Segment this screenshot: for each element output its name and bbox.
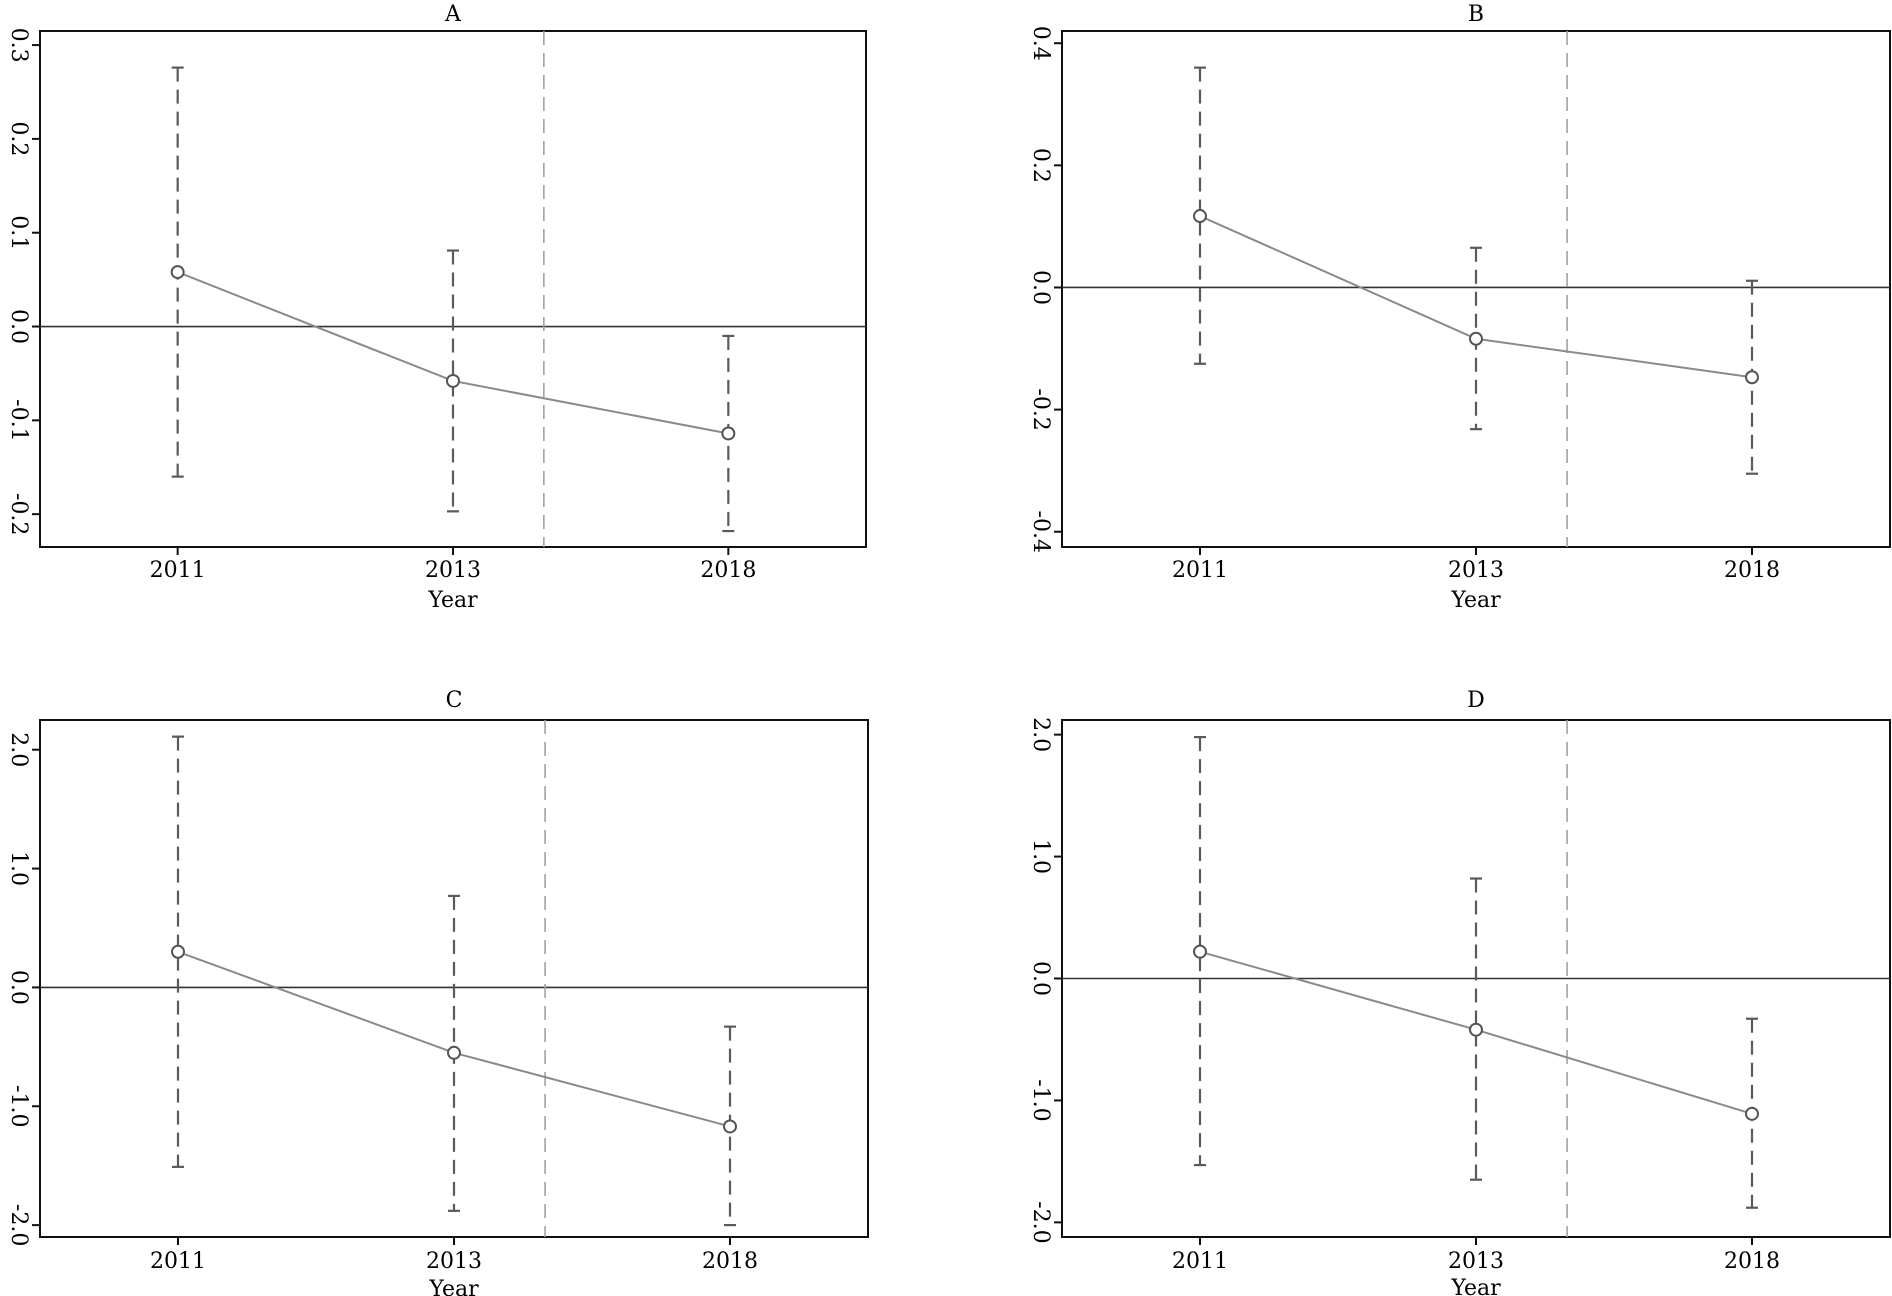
y-tick-label: 0.2 (6, 121, 31, 156)
x-tick-label: 2018 (1724, 558, 1780, 583)
x-tick-label: 2011 (1172, 558, 1228, 583)
y-tick-label: 0.0 (1028, 961, 1053, 996)
x-tick-label: 2011 (150, 1249, 206, 1274)
estimate-point (1193, 209, 1207, 224)
y-tick-label: 0.2 (1028, 148, 1053, 183)
x-axis-label: Year (428, 1277, 479, 1296)
x-tick-label: 2013 (426, 1249, 482, 1274)
x-tick-label: 2011 (150, 558, 206, 583)
estimate-point (1745, 370, 1759, 385)
panel-title: A (444, 2, 462, 27)
y-tick-label: 0.0 (6, 309, 31, 344)
estimate-point (171, 944, 185, 959)
panel-c: C 2.0 1.0 0.0 -1.0 -2.0 2011 2013 2018 Year (6, 688, 869, 1296)
panel-title: B (1468, 2, 1484, 27)
y-tick-label: -0.1 (6, 399, 31, 441)
plot-frame (1061, 30, 1891, 548)
y-tick-label: 0.1 (6, 215, 31, 250)
x-tick-label: 2013 (425, 558, 481, 583)
panel-b: B 0.4 0.2 0.0 -0.2 -0.4 2011 2013 2018 Year (1028, 2, 1891, 613)
y-tick-label: -1.0 (1028, 1079, 1053, 1121)
y-tick-label: 2.0 (6, 732, 31, 767)
estimate-point (446, 373, 460, 388)
panel-title: D (1467, 688, 1485, 713)
x-tick-label: 2013 (1448, 1249, 1504, 1274)
y-tick-label: 0.4 (1028, 26, 1053, 61)
estimate-point (170, 265, 185, 280)
x-axis-label: Year (1450, 1276, 1501, 1296)
y-tick-label: -1.0 (6, 1085, 31, 1127)
y-tick-label: 0.3 (6, 28, 31, 63)
panel-d: D 2.0 1.0 0.0 -1.0 -2.0 2011 2013 2018 Year (1028, 688, 1891, 1296)
plot-frame (39, 719, 869, 1238)
x-tick-label: 2013 (1448, 558, 1504, 583)
estimate-point (723, 1119, 737, 1134)
y-tick-label: 1.0 (1028, 839, 1053, 874)
estimate-point (1193, 944, 1207, 959)
y-tick-label: 0.0 (6, 970, 31, 1005)
x-tick-label: 2011 (1172, 1249, 1228, 1274)
plot-frame (39, 30, 867, 548)
panel-a: A 0.3 0.2 0.1 0.0 -0.1 -0.2 2011 2013 2018 Year (6, 2, 867, 613)
y-tick-label: 0.0 (1028, 270, 1053, 305)
x-tick-label: 2018 (1724, 1249, 1780, 1274)
estimate-point (447, 1045, 461, 1060)
y-tick-label: -0.4 (1028, 511, 1053, 553)
x-tick-label: 2018 (700, 558, 756, 583)
y-tick-label: 2.0 (1028, 717, 1053, 752)
estimate-point (1745, 1106, 1759, 1121)
x-axis-label: Year (427, 588, 478, 613)
estimate-point (1469, 1022, 1483, 1037)
y-tick-label: -0.2 (6, 493, 31, 535)
estimate-point (721, 426, 736, 441)
y-tick-label: -2.0 (6, 1204, 31, 1246)
x-axis-label: Year (1450, 588, 1501, 613)
y-tick-label: -2.0 (1028, 1201, 1053, 1243)
x-tick-label: 2018 (702, 1249, 758, 1274)
y-tick-label: -0.2 (1028, 388, 1053, 430)
estimate-point (1469, 331, 1483, 346)
y-tick-label: 1.0 (6, 851, 31, 886)
panel-title: C (446, 688, 463, 713)
